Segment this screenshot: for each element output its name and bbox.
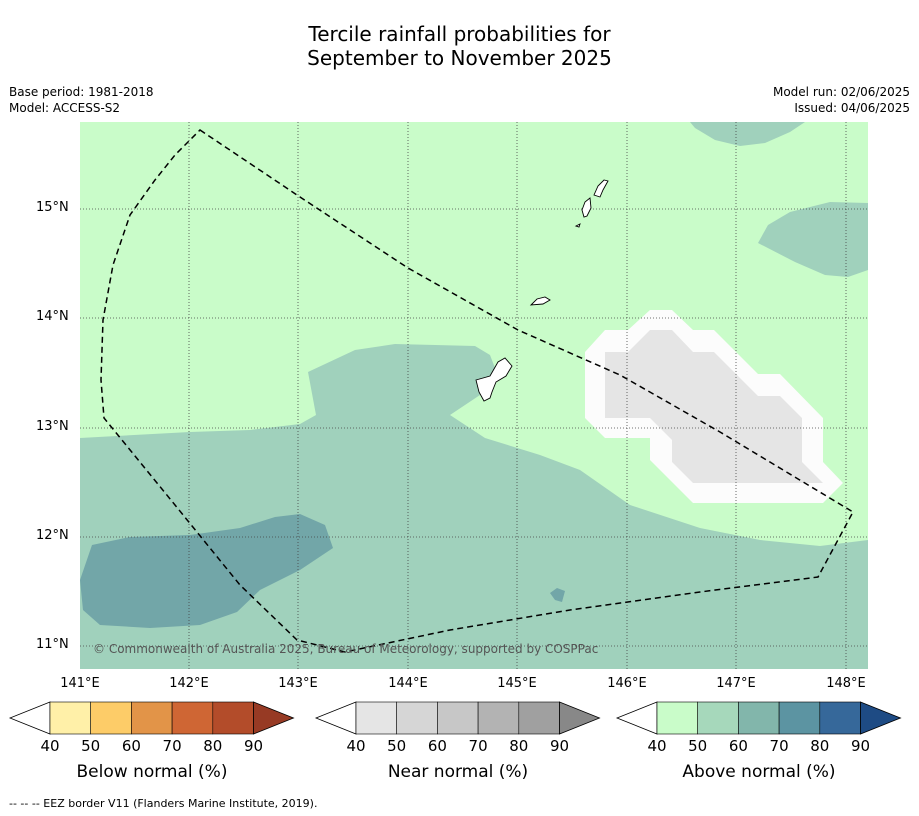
map-title: Tercile rainfall probabilities for Septe… (0, 22, 919, 70)
lon-label-146: 146°E (607, 676, 647, 691)
colorbar-near-segment (396, 701, 438, 735)
lon-label-145: 145°E (497, 676, 537, 691)
colorbar-near-tick-label: 70 (469, 737, 488, 755)
colorbar-below-tick-label: 60 (122, 737, 141, 755)
lat-label-14: 14°N (36, 309, 69, 324)
colorbar-label-above: Above normal (%) (682, 762, 836, 782)
colorbar-near-segment (477, 701, 520, 735)
issued-date: Issued: 04/06/2025 (794, 101, 910, 115)
title-line-1: Tercile rainfall probabilities for (308, 22, 611, 46)
above-normal-50-blob-right (758, 202, 868, 277)
lat-label-15: 15°N (36, 200, 69, 215)
above-normal-60-small (550, 588, 565, 602)
colorbar-above-tick-label: 90 (851, 737, 870, 755)
lat-label-11: 11°N (36, 637, 69, 652)
colorbar-above-segment (697, 701, 739, 735)
title-line-2: September to November 2025 (307, 46, 612, 70)
lon-label-143: 143°E (278, 676, 318, 691)
gridlines (80, 122, 868, 669)
lon-label-141: 141°E (60, 676, 100, 691)
colorbar-below-segment (131, 701, 173, 735)
colorbar-above-tick-label: 80 (810, 737, 829, 755)
colorbar-below-tick-label: 90 (244, 737, 263, 755)
base-period: Base period: 1981-2018 (9, 85, 154, 99)
islands (475, 179, 609, 402)
meta-left: Base period: 1981-2018 Model: ACCESS-S2 (9, 84, 154, 116)
lon-label-142: 142°E (169, 676, 209, 691)
colorbar-near-tick-label: 90 (550, 737, 569, 755)
colorbars: 40 50 60 70 80 90 40 50 60 70 80 90 40 50 60 70 80 90 (8, 701, 902, 755)
colorbar-near-segment (518, 701, 560, 735)
colorbar-below-right-arrow (253, 701, 295, 735)
colorbar-above-right-arrow (860, 701, 902, 735)
colorbar-near-segment (355, 701, 398, 735)
colorbar-near-right-arrow (559, 701, 601, 735)
colorbar-above-tick-label: 40 (647, 737, 666, 755)
near-normal-40-region (605, 330, 823, 483)
colorbar-below-left-arrow (8, 701, 51, 735)
colorbar-near-tick-label: 40 (346, 737, 365, 755)
colorbar-near-left-arrow (314, 701, 357, 735)
colorbar-below-tick-label: 80 (203, 737, 222, 755)
colorbar-near-tick-label: 80 (509, 737, 528, 755)
above-normal-50-region (80, 344, 868, 669)
colorbar-above-segment (656, 701, 699, 735)
lon-label-144: 144°E (388, 676, 428, 691)
island-tinian (581, 197, 592, 218)
lat-label-13: 13°N (36, 419, 69, 434)
colorbar-below-segment (49, 701, 92, 735)
above-normal-60-region (80, 514, 333, 628)
colorbar-above-segment (738, 701, 780, 735)
lon-label-148: 148°E (826, 676, 866, 691)
eez-border (100, 129, 854, 653)
island-aguijan (574, 223, 581, 228)
colorbar-near-tick-label: 50 (387, 737, 406, 755)
model-name: Model: ACCESS-S2 (9, 101, 121, 115)
colorbar-label-below: Below normal (%) (76, 762, 228, 782)
island-saipan (593, 179, 609, 198)
colorbar-above-tick-label: 50 (688, 737, 707, 755)
meta-right: Model run: 02/06/2025 Issued: 04/06/2025 (773, 84, 910, 116)
colorbar-above-segment (819, 701, 861, 735)
island-guam (475, 357, 513, 402)
colorbar-above-tick-label: 70 (770, 737, 789, 755)
colorbar-above-left-arrow (615, 701, 658, 735)
colorbar-below-segment (171, 701, 214, 735)
lat-label-12: 12°N (36, 528, 69, 543)
above-normal-50-blob-top (690, 122, 805, 146)
colorbar-near-tick-label: 60 (428, 737, 447, 755)
colorbar-above-segment (778, 701, 821, 735)
colorbar-below-tick-label: 70 (163, 737, 182, 755)
eez-legend-note: -- -- -- EEZ border V11 (Flanders Marine… (9, 797, 318, 810)
copyright-text: © Commonwealth of Australia 2025, Bureau… (93, 642, 599, 656)
colorbar-above-tick-label: 60 (729, 737, 748, 755)
island-rota (529, 296, 551, 306)
colorbar-below-tick-label: 40 (40, 737, 59, 755)
colorbar-below-segment (90, 701, 132, 735)
colorbar-label-near: Near normal (%) (387, 762, 529, 782)
model-run: Model run: 02/06/2025 (772, 85, 910, 99)
colorbar-below-segment (212, 701, 254, 735)
colorbar-near-segment (437, 701, 479, 735)
lon-label-147: 147°E (716, 676, 756, 691)
colorbar-below-tick-label: 50 (81, 737, 100, 755)
